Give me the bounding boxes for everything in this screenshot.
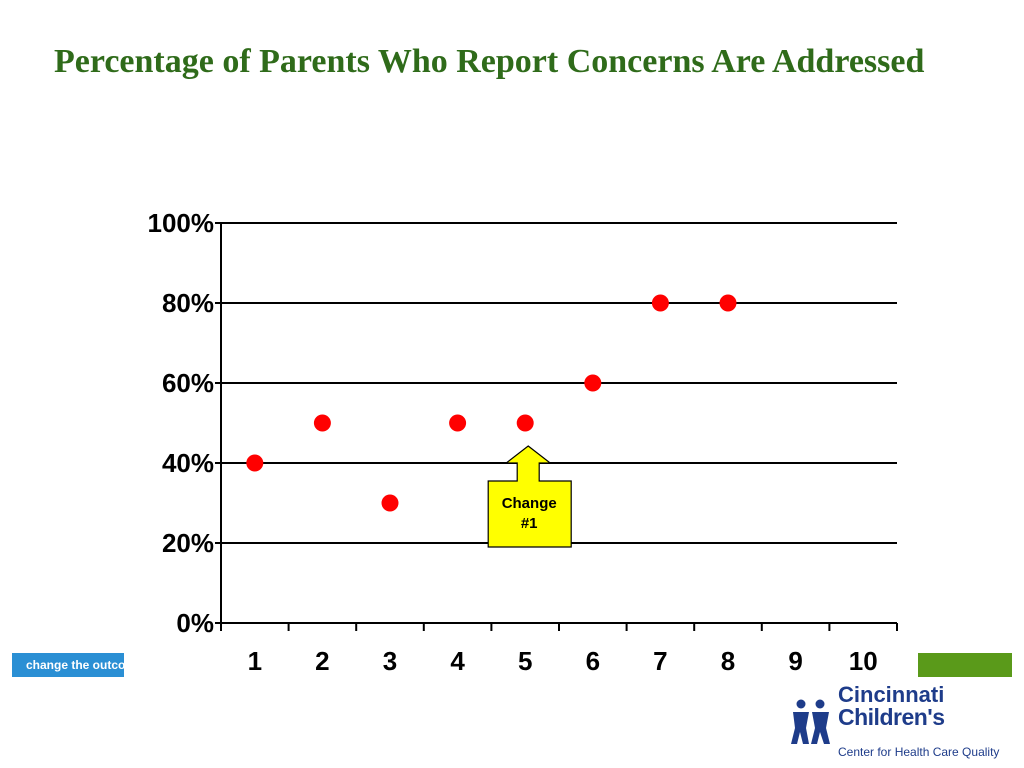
y-tick-labels: 0% 20% 40% 60% 80% 100% bbox=[148, 208, 215, 638]
logo-line-2: Children's bbox=[838, 704, 945, 730]
callout-arrow-box bbox=[487, 445, 572, 548]
x-tick-label: 2 bbox=[315, 646, 329, 676]
data-point bbox=[313, 414, 331, 432]
slide-title: Percentage of Parents Who Report Concern… bbox=[54, 43, 925, 80]
axes bbox=[215, 222, 898, 631]
x-tick-label: 4 bbox=[450, 646, 465, 676]
change-callout: Change #1 bbox=[487, 445, 572, 548]
callout-label: #1 bbox=[521, 515, 538, 532]
grid-lines bbox=[221, 222, 897, 544]
family-figures-icon bbox=[791, 699, 830, 744]
scatter-chart: 0% 20% 40% 60% 80% 100% 1 2 3 4 5 6 7 8 9 10 Change #1 bbox=[148, 208, 898, 676]
cincinnati-childrens-logo: Cincinnati Children's Center for Health … bbox=[790, 684, 1020, 768]
data-points bbox=[246, 294, 737, 512]
x-tick-labels: 1 2 3 4 5 6 7 8 9 10 bbox=[248, 646, 878, 676]
y-tick-label: 20% bbox=[162, 528, 214, 558]
x-tick-label: 3 bbox=[383, 646, 397, 676]
x-tick-label: 10 bbox=[849, 646, 878, 676]
y-tick-label: 80% bbox=[162, 288, 214, 318]
logo-line-1: Cincinnati bbox=[838, 684, 945, 707]
data-point bbox=[584, 374, 602, 392]
callout-label: Change bbox=[502, 495, 557, 512]
data-point bbox=[449, 414, 467, 432]
data-point bbox=[719, 294, 737, 312]
y-tick-label: 60% bbox=[162, 368, 214, 398]
y-tick-label: 40% bbox=[162, 448, 214, 478]
footer-tagline-bar: change the outcome bbox=[12, 653, 124, 677]
data-point bbox=[651, 294, 669, 312]
x-tick-label: 8 bbox=[721, 646, 735, 676]
x-tick-label: 7 bbox=[653, 646, 667, 676]
data-point bbox=[516, 414, 534, 432]
x-tick-label: 6 bbox=[586, 646, 600, 676]
x-tick-label: 9 bbox=[788, 646, 802, 676]
x-tick-label: 1 bbox=[248, 646, 262, 676]
y-tick-label: 100% bbox=[148, 208, 215, 238]
footer-green-bar bbox=[918, 653, 1012, 677]
logo-subtitle: Center for Health Care Quality bbox=[838, 745, 1000, 759]
data-point bbox=[246, 454, 264, 472]
x-tick-label: 5 bbox=[518, 646, 532, 676]
data-point bbox=[381, 494, 399, 512]
footer-tagline: change the outcome bbox=[26, 658, 124, 672]
y-tick-label: 0% bbox=[176, 608, 214, 638]
